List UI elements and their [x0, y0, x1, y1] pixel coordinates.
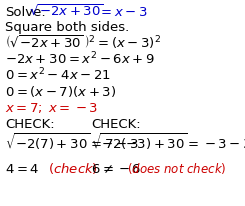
Text: Solve:: Solve: [5, 6, 46, 19]
Text: $(check)$: $(check)$ [48, 161, 98, 176]
Text: $6 \neq -6$: $6 \neq -6$ [91, 163, 142, 176]
Text: $x = 7;\; x = -3$: $x = 7;\; x = -3$ [5, 101, 98, 115]
Text: $\sqrt{-2x+30}$: $\sqrt{-2x+30}$ [29, 4, 103, 19]
Text: $\sqrt{-2(-3)+30} = -3-3$: $\sqrt{-2(-3)+30} = -3-3$ [91, 131, 245, 152]
Text: $= x - 3$: $= x - 3$ [98, 6, 148, 19]
Text: CHECK:: CHECK: [5, 118, 54, 131]
Text: CHECK:: CHECK: [91, 118, 141, 131]
Text: $0 = x^2-4x-21$: $0 = x^2-4x-21$ [5, 67, 111, 83]
Text: $4 = 4$: $4 = 4$ [5, 163, 39, 176]
Text: Square both sides.: Square both sides. [5, 21, 129, 34]
Text: $0 = (x-7)(x+3)$: $0 = (x-7)(x+3)$ [5, 84, 116, 99]
Text: $\sqrt{-2(7)+30} = 7-3$: $\sqrt{-2(7)+30} = 7-3$ [5, 131, 138, 152]
Text: $(does\ not\ check)$: $(does\ not\ check)$ [127, 161, 227, 176]
Text: $-2x+30 = x^2-6x+9$: $-2x+30 = x^2-6x+9$ [5, 51, 155, 67]
Text: $\left(\sqrt{-2x+30}\,\right)^2 = (x-3)^2$: $\left(\sqrt{-2x+30}\,\right)^2 = (x-3)^… [5, 33, 161, 50]
